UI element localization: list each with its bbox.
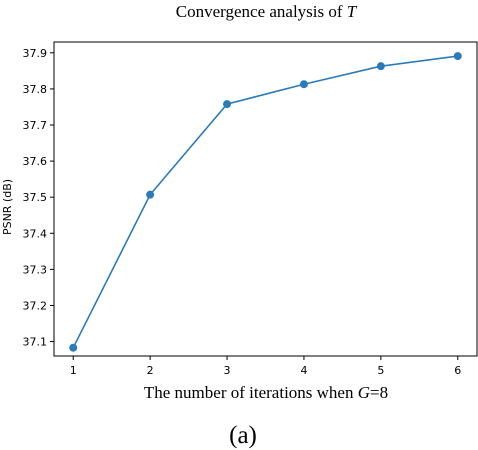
axis-ticks: 1 2 3 4 5 6 37.1 37.2 37.3 37.4 37.5 37.6 37.7 37.8 37… bbox=[23, 47, 462, 377]
chart-title-variable: T bbox=[347, 2, 358, 21]
x-axis-label-suffix: =8 bbox=[370, 383, 388, 402]
data-point bbox=[453, 52, 462, 61]
series-markers bbox=[69, 52, 462, 352]
data-point bbox=[299, 80, 308, 89]
chart-title: Convergence analysis of T bbox=[176, 2, 358, 21]
y-axis-label: PSNR (dB) bbox=[1, 179, 14, 235]
series-line bbox=[72, 55, 458, 349]
chart-title-text: Convergence analysis of bbox=[176, 2, 347, 21]
x-tick-label: 4 bbox=[300, 364, 307, 377]
x-axis-label-prefix: The number of iterations when bbox=[144, 383, 358, 402]
x-tick-label: 6 bbox=[454, 364, 461, 377]
x-tick-label: 3 bbox=[224, 364, 231, 377]
figure-caption: (a) bbox=[229, 422, 257, 449]
y-tick-label: 37.1 bbox=[23, 336, 48, 349]
y-tick-label: 37.5 bbox=[23, 191, 48, 204]
data-point bbox=[376, 62, 385, 71]
plot-frame bbox=[53, 41, 478, 357]
x-axis-label-variable: G bbox=[358, 383, 370, 402]
x-axis-label: The number of iterations when G=8 bbox=[144, 383, 388, 402]
y-tick-label: 37.6 bbox=[23, 155, 48, 168]
data-point bbox=[223, 100, 232, 109]
x-tick-label: 2 bbox=[147, 364, 154, 377]
y-tick-label: 37.8 bbox=[23, 83, 48, 96]
data-point bbox=[146, 190, 155, 199]
y-tick-label: 37.9 bbox=[23, 47, 48, 60]
y-tick-label: 37.7 bbox=[23, 119, 48, 132]
y-tick-label: 37.2 bbox=[23, 299, 48, 312]
x-tick-label: 5 bbox=[377, 364, 384, 377]
data-point bbox=[69, 343, 78, 352]
y-tick-label: 37.3 bbox=[23, 263, 48, 276]
x-tick-label: 1 bbox=[70, 364, 77, 377]
y-tick-label: 37.4 bbox=[23, 227, 48, 240]
series-line-layer bbox=[72, 55, 458, 349]
